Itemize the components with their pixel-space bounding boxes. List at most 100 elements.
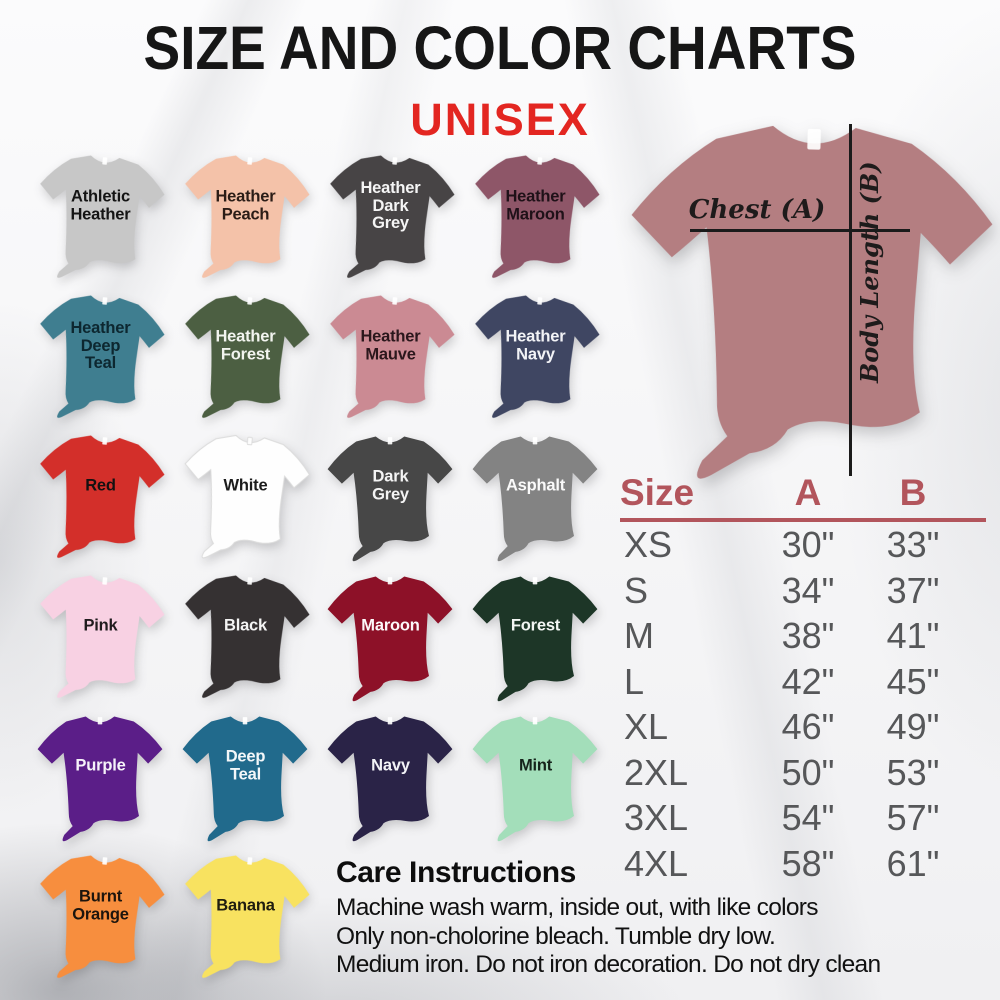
tshirt-icon [176,430,313,568]
size-name: 4XL [624,842,689,884]
tshirt-icon [327,716,453,842]
shirt-color-label: Black [223,616,268,635]
shirt-swatch-heather-mauve: Heather Mauve [318,286,463,427]
size-row-s: S 34" 37" [620,568,992,614]
shirt-color-label: Heather Mauve [360,327,421,364]
shirt-swatch-heather-forest: Heather Forest [173,286,318,427]
size-measure: 57" [886,797,940,838]
body-length-measure-label: Body Length (B) [855,161,884,383]
size-row-xs: XS 30" 33" [620,522,992,568]
shirt-swatch-burnt-orange: Burnt Orange [28,846,173,987]
shirt-swatch-forest: Forest [463,566,608,706]
size-measure: 61" [886,842,940,884]
size-measure: 42" [781,660,835,702]
care-instruction-line: Medium iron. Do not iron decoration. Do … [336,951,881,978]
tshirt-icon [37,716,163,842]
size-name: XS [624,524,673,565]
shirt-color-label: Maroon [361,616,420,635]
size-col-header-size: Size [620,472,695,513]
size-chart-header-row: Size A B [620,472,992,514]
size-name: L [624,660,645,702]
shirt-color-label: Navy [371,756,410,775]
tshirt-measurement-icon [624,122,995,487]
shirt-color-label: Asphalt [505,476,566,495]
tshirt-icon [177,571,313,707]
tshirt-icon [177,851,313,987]
size-row-3xl: 3XL 54" 57" [620,795,992,841]
shirt-swatch-heather-dark-grey: Heather Dark Grey [318,146,463,287]
shirt-swatch-heather-navy: Heather Navy [463,286,608,427]
tshirt-icon [32,571,168,707]
shirt-color-label: Forest [510,616,561,635]
tshirt-icon [472,716,598,842]
care-instruction-line: Only non-cholorine bleach. Tumble dry lo… [336,922,776,950]
size-measure: 30" [781,524,835,565]
size-measure: 37" [886,569,940,611]
shirt-swatch-banana: Banana [173,846,318,987]
size-name: 3XL [624,797,689,838]
size-measure: 50" [781,751,835,793]
tshirt-icon [472,436,598,562]
size-measure: 53" [886,751,940,793]
tshirt-icon [32,431,168,567]
shirt-color-label: Heather Dark Grey [360,178,421,232]
size-row-4xl: 4XL 58" 61" [620,841,992,887]
tshirt-icon [327,576,453,702]
shirt-swatch-heather-maroon: Heather Maroon [463,146,608,287]
measurement-diagram: Chest (A) Body Length (B) [618,98,1000,500]
size-name: XL [624,706,669,747]
size-row-m: M 38" 41" [620,613,992,659]
shirt-color-label: Deep Teal [225,747,266,784]
size-chart-table: Size A B XS 30" 33" S 34" 37" M 38" 41" L 42" 45" XL 46… [620,472,992,886]
shirt-swatch-black: Black [173,566,318,707]
subtitle-unisex: UNISEX [410,94,590,145]
size-name: 2XL [624,751,689,793]
size-col-header-b: B [899,472,927,513]
size-measure: 38" [781,615,835,656]
shirt-swatch-asphalt: Asphalt [463,426,608,566]
size-row-2xl: 2XL 50" 53" [620,750,992,796]
size-chart-divider [620,518,986,522]
shirt-swatch-athletic-heather: Athletic Heather [28,146,173,287]
shirt-color-label: Red [85,476,116,495]
size-row-l: L 42" 45" [620,659,992,705]
size-measure: 34" [781,569,835,611]
care-instructions: Care Instructions Machine wash warm, ins… [336,856,996,980]
shirt-color-label: Pink [83,616,118,635]
size-measure: 49" [886,706,940,747]
shirt-color-label: Athletic Heather [70,187,131,224]
size-col-header-a: A [794,472,822,513]
shirt-swatch-heather-deep-teal: Heather Deep Teal [28,286,173,427]
shirt-swatch-maroon: Maroon [318,566,463,706]
shirt-color-label: Mint [518,756,553,775]
shirt-color-label: Banana [216,896,275,915]
shirt-color-label: Dark Grey [372,467,409,504]
shirt-swatch-white: White [173,426,318,568]
shirt-swatch-purple: Purple [28,706,173,846]
tshirt-icon [472,576,598,702]
body-length-line [849,124,852,476]
shirt-color-label: Purple [75,756,126,775]
shirt-color-label: Heather Deep Teal [70,318,131,372]
size-measure: 33" [886,524,940,565]
color-grid: Athletic Heather Heather Peach Heather Dark Gr… [28,146,608,987]
size-measure: 58" [781,842,835,884]
care-instructions-text: Machine wash warm, inside out, with like… [336,894,996,980]
size-chart-body: XS 30" 33" S 34" 37" M 38" 41" L 42" 45" XL 46" 49" 2XL… [620,522,992,886]
shirt-color-label: Heather Peach [215,187,276,224]
shirt-swatch-dark-grey: Dark Grey [318,426,463,566]
shirt-swatch-deep-teal: Deep Teal [173,706,318,846]
shirt-swatch-navy: Navy [318,706,463,846]
care-instruction-line: Machine wash warm, inside out, with like… [336,894,819,921]
shirt-color-label: Heather Navy [505,327,566,364]
shirt-swatch-heather-peach: Heather Peach [173,146,318,287]
care-instructions-heading: Care Instructions [336,856,576,889]
size-name: M [624,615,654,656]
shirt-color-label: Heather Forest [215,327,276,364]
size-measure: 46" [781,706,835,747]
shirt-swatch-pink: Pink [28,566,173,707]
size-row-xl: XL 46" 49" [620,704,992,750]
shirt-color-label: Burnt Orange [72,887,129,924]
size-measure: 45" [886,660,940,702]
